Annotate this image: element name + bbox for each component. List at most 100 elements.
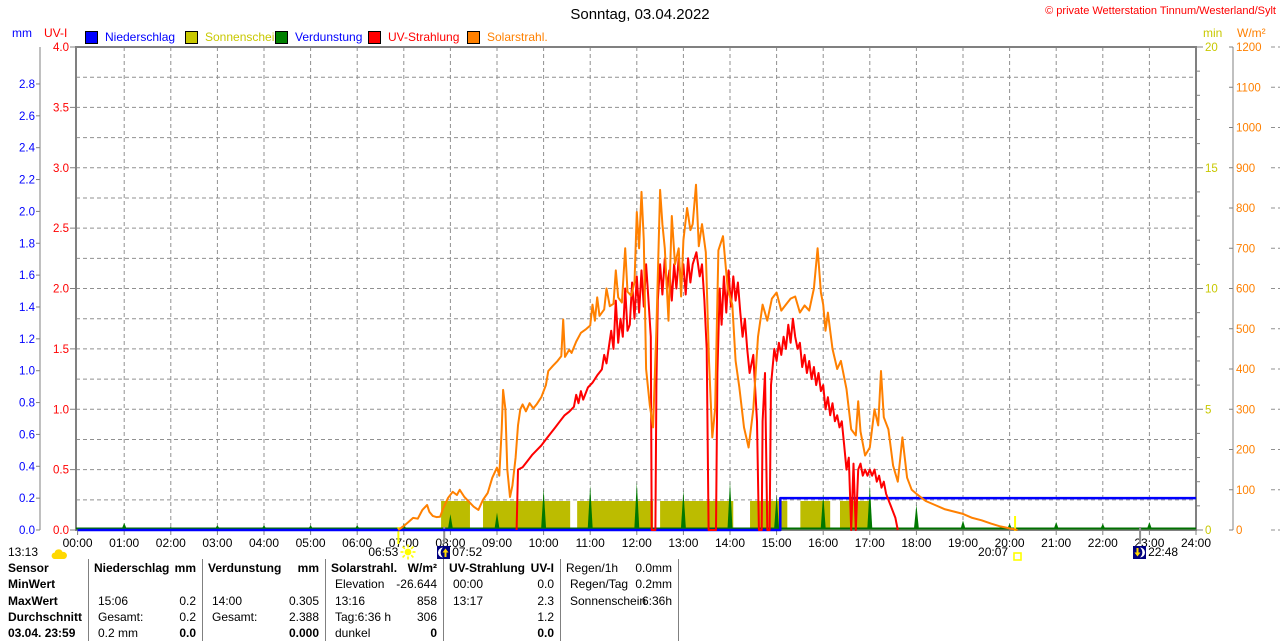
verdunstung-spike	[214, 525, 220, 529]
table-cell: Regen/Tag	[570, 577, 629, 592]
table-cell: 0.0mm	[635, 561, 672, 575]
verdunstung-spike	[1146, 522, 1152, 529]
table-cell: -26.644	[396, 577, 437, 592]
axis-tick-label: 0.2	[19, 493, 35, 505]
table-separator	[678, 559, 679, 641]
legend-item-verdunstung: Verdunstung	[275, 30, 362, 44]
axis-label-wm2: W/m²	[1237, 26, 1266, 40]
table-cell: 0.0	[179, 626, 196, 641]
verdunstung-spike	[680, 490, 686, 529]
table-cell: 13:17	[453, 593, 484, 608]
legend-item-sonnenschein: Sonnenschein	[185, 30, 281, 44]
legend-swatch-icon	[368, 30, 381, 44]
table-cell: 0.0	[537, 626, 554, 641]
axis-tick-label: 1.5	[53, 344, 69, 356]
page-title: Sonntag, 03.04.2022	[570, 6, 710, 23]
axis-tick-label: 13:00	[668, 536, 698, 550]
axis-tick-label: 0.4	[19, 461, 36, 473]
axis-tick-label: 300	[1236, 404, 1255, 416]
table-separator	[88, 559, 89, 641]
table-cell: Gesamt:	[212, 609, 258, 624]
table-cell: 1.2	[537, 609, 554, 624]
axis-tick-label: 800	[1236, 203, 1255, 215]
uv-line	[515, 251, 899, 531]
axis-tick-label: 0	[1236, 525, 1242, 537]
axis-tick-label: 500	[1236, 324, 1255, 336]
verdunstung-spike	[1100, 523, 1106, 529]
table-cell: UV-Strahlung	[449, 561, 526, 575]
axis-tick-label: 700	[1236, 243, 1255, 255]
table-cell: Sensor	[8, 561, 49, 575]
axis-tick-label: 1.0	[53, 404, 69, 416]
sunshine-bar	[660, 501, 734, 529]
verdunstung-spike	[913, 504, 919, 529]
verdunstung-spike	[960, 520, 966, 529]
axis-tick-label: 0.6	[19, 429, 35, 441]
axis-tick-label: 10	[1205, 284, 1218, 296]
axis-tick-label: 17:00	[855, 536, 885, 550]
axis-tick-label: 1.6	[19, 270, 35, 282]
verdunstung-spike	[121, 522, 127, 529]
axis-tick-label: 1.2	[19, 334, 35, 346]
axis-tick-label: 2.8	[19, 79, 35, 91]
axis-tick-label: 2.5	[53, 223, 69, 235]
axis-tick-label: 02:00	[156, 536, 186, 550]
table-cell: 14:00	[212, 593, 243, 608]
axis-tick-label: 1200	[1236, 42, 1262, 54]
table-cell: Verdunstung	[208, 561, 282, 575]
table-cell: 2.3	[537, 593, 554, 608]
niederschlag-line	[77, 496, 1196, 532]
solar-line	[397, 183, 1018, 531]
table-cell: mm	[297, 561, 319, 575]
table-cell: 0.2 mm	[98, 626, 139, 641]
table-cell: 03.04. 23:59	[8, 626, 76, 641]
axis-tick-label: 2.4	[19, 143, 36, 155]
axis-tick-label: 03:00	[202, 536, 232, 550]
axis-tick-label: 20	[1205, 42, 1218, 54]
legend-swatch-icon	[467, 30, 480, 44]
verdunstung-spike	[308, 525, 314, 529]
axis-tick-label: 0.5	[53, 465, 69, 477]
axis-tick-label: 18:00	[901, 536, 931, 550]
verdunstung-spike	[867, 485, 873, 529]
table-cell: mm	[174, 561, 196, 575]
verdunstung-spike	[774, 494, 780, 529]
legend-label: Niederschlag	[105, 30, 176, 44]
table-cell: Gesamt:	[98, 609, 144, 624]
axis-tick-label: 600	[1236, 284, 1255, 296]
axis-tick-label: 5	[1205, 404, 1211, 416]
axis-tick-label: 4.0	[53, 42, 69, 54]
axis-tick-label: 16:00	[808, 536, 838, 550]
axis-tick-label: 200	[1236, 445, 1255, 457]
legend-swatch-icon	[275, 30, 288, 44]
legend-item-solarstrahl: Solarstrahl.	[467, 30, 548, 44]
axis-tick-label: 15:00	[762, 536, 792, 550]
axis-tick-label: 12:00	[622, 536, 652, 550]
table-cell: Solarstrahl.	[331, 561, 398, 575]
legend-swatch-icon	[185, 30, 198, 44]
verdunstung-spike	[727, 481, 733, 529]
verdunstung-spike	[1053, 522, 1059, 529]
table-cell: MinWert	[8, 577, 56, 592]
axis-tick-label: 2.0	[53, 284, 69, 296]
table-cell: 0.2	[179, 593, 196, 608]
axis-tick-label: 1.8	[19, 238, 35, 250]
legend-item-uvstrahlung: UV-Strahlung	[368, 30, 459, 44]
table-cell: Elevation	[335, 577, 385, 592]
axis-label-min: min	[1203, 26, 1223, 40]
verdunstung-spike	[354, 525, 360, 529]
axis-tick-label: 11:00	[576, 536, 605, 550]
axis-tick-label: 1.0	[19, 366, 35, 378]
axis-tick-label: 900	[1236, 163, 1255, 175]
axis-tick-label: 05:00	[296, 536, 326, 550]
verdunstung-spike	[447, 514, 453, 529]
table-cell: 0.2	[179, 609, 196, 624]
legend-item-niederschlag: Niederschlag	[85, 30, 175, 44]
axis-tick-label: 2.2	[19, 175, 35, 187]
axis-tick-label: 3.0	[53, 163, 69, 175]
axis-tick-label: 15	[1205, 163, 1218, 175]
table-cell: MaxWert	[8, 593, 58, 608]
table-cell: 0	[430, 626, 437, 641]
